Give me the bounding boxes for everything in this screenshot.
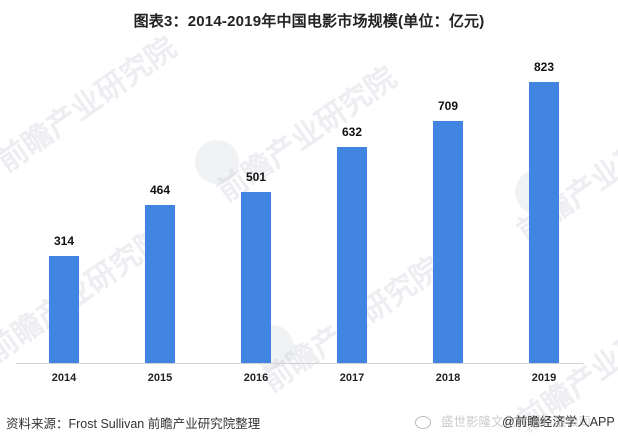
x-tick-label: 2014 [51,372,77,384]
chart-title: 图表3：2014-2019年中国电影市场规模(单位：亿元) [133,13,485,30]
data-label: 464 [149,183,171,197]
bar-2019 [529,82,559,363]
x-tick-label: 2017 [339,372,365,384]
bar-2015 [145,205,175,363]
data-label: 709 [437,99,459,113]
x-tick-label: 2015 [147,372,173,384]
bar-2016 [241,192,271,363]
x-axis-line [16,363,584,364]
x-tick-label: 2016 [243,372,269,384]
data-label: 501 [245,170,267,184]
bar-2014 [49,256,79,363]
x-tick-label: 2018 [435,372,461,384]
data-label: 314 [53,234,75,248]
weibo-icon [415,416,431,430]
bar-2018 [433,121,463,363]
source-note: 资料来源：Frost Sullivan 前瞻产业研究院整理 [6,417,261,431]
data-label: 823 [533,60,555,74]
weibo-credit: 盛世影隆文化传播有限公司 @前瞻经济学人APP [415,411,615,430]
credit-handle: @前瞻经济学人APP [502,415,615,429]
faint-credit-text: 盛世影隆文化传播有限公司 [441,415,592,429]
x-tick-label: 2019 [531,372,557,384]
data-label: 632 [341,125,363,139]
bar-2017 [337,147,367,363]
